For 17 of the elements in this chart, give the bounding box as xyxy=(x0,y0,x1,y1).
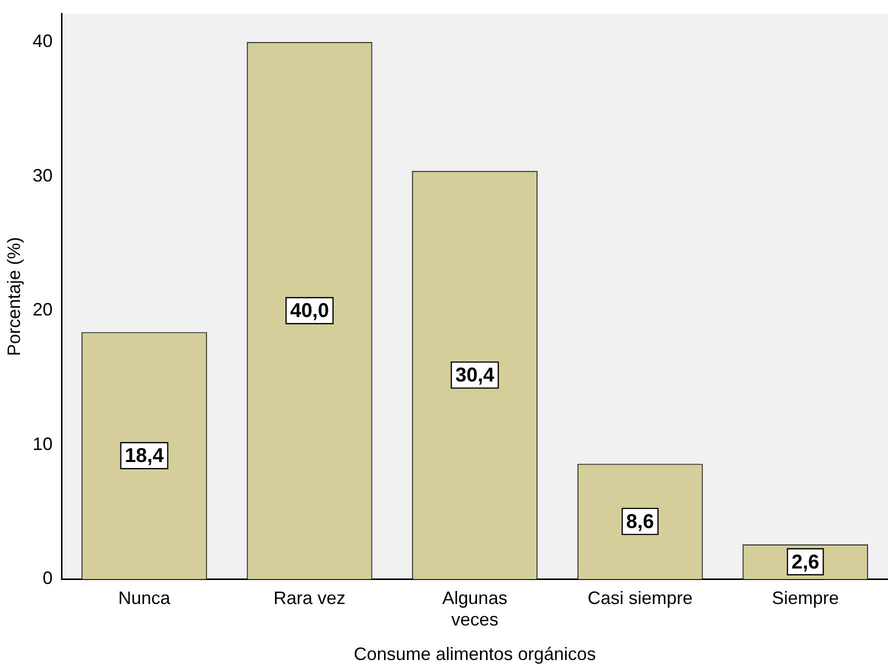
y-tick-label: 20 xyxy=(32,300,53,320)
data-label: 40,0 xyxy=(290,300,330,322)
data-label: 2,6 xyxy=(791,551,820,574)
y-axis-title: Porcentaje (%) xyxy=(4,236,24,356)
data-label: 18,4 xyxy=(124,445,165,468)
x-tick-label: Algunas veces xyxy=(442,588,508,630)
data-label: 8,6 xyxy=(626,510,654,533)
data-label: 30,4 xyxy=(455,364,496,387)
y-tick-label: 40 xyxy=(32,30,53,51)
y-tick-label: 0 xyxy=(42,568,53,588)
y-tick-label: 10 xyxy=(32,434,53,454)
x-tick-label: Rara vez xyxy=(274,588,346,608)
x-tick-label: Nunca xyxy=(118,588,172,608)
x-tick-label: Siempre xyxy=(772,588,839,608)
x-axis-title: Consume alimentos orgánicos xyxy=(354,644,596,664)
x-tick-label: Casi siempre xyxy=(588,588,693,608)
y-tick-label: 30 xyxy=(32,165,53,186)
